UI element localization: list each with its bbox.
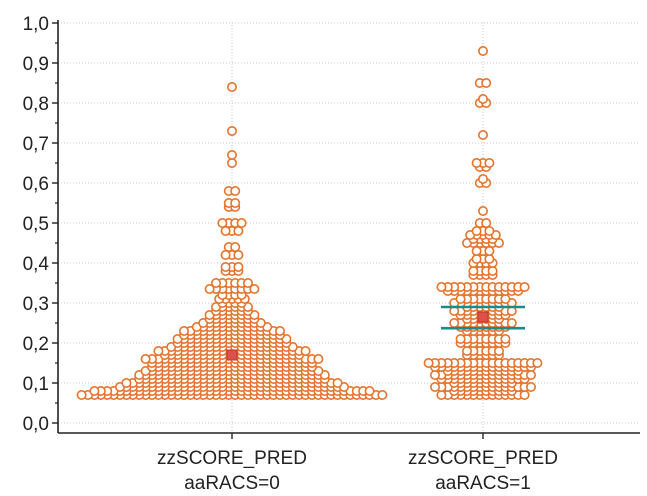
data-point bbox=[423, 357, 434, 368]
data-point bbox=[227, 150, 238, 161]
data-point bbox=[477, 130, 488, 141]
mean-markers bbox=[226, 305, 525, 361]
data-point bbox=[449, 317, 460, 328]
data-point bbox=[140, 353, 151, 364]
data-point bbox=[471, 254, 482, 265]
data-point bbox=[230, 242, 241, 253]
data-point bbox=[364, 385, 375, 396]
data-point bbox=[429, 369, 440, 380]
data-point bbox=[477, 45, 488, 56]
data-point bbox=[532, 357, 543, 368]
y-tick-label: 1,0 bbox=[23, 14, 49, 35]
data-point bbox=[227, 82, 238, 93]
data-point bbox=[481, 78, 492, 89]
data-point bbox=[506, 317, 517, 328]
y-tick-label: 0,9 bbox=[23, 54, 49, 75]
data-point bbox=[220, 226, 231, 237]
data-point bbox=[204, 283, 215, 294]
y-tick-label: 0,2 bbox=[23, 334, 49, 355]
data-point bbox=[487, 265, 498, 276]
category-sublabel: aaRACS=0 bbox=[184, 473, 280, 494]
data-point bbox=[236, 218, 247, 229]
y-tick-label: 0,3 bbox=[23, 294, 49, 315]
mean-marker bbox=[226, 349, 238, 361]
data-point bbox=[471, 246, 482, 257]
data-point bbox=[484, 254, 495, 265]
data-point bbox=[471, 158, 482, 169]
data-point bbox=[220, 261, 231, 272]
data-point bbox=[211, 277, 222, 288]
data-point bbox=[179, 325, 190, 336]
data-point bbox=[300, 345, 311, 356]
data-point bbox=[519, 389, 530, 400]
data-point bbox=[436, 389, 447, 400]
y-tick-label: 0,7 bbox=[23, 134, 49, 155]
data-point bbox=[153, 345, 164, 356]
y-tick-label: 0,4 bbox=[23, 254, 50, 275]
data-points bbox=[76, 45, 543, 400]
category-label: zzSCORE_PRED bbox=[408, 448, 558, 469]
data-point bbox=[121, 377, 132, 388]
data-point bbox=[436, 281, 447, 292]
mean-marker bbox=[477, 311, 489, 323]
data-point bbox=[461, 345, 472, 356]
data-point bbox=[455, 333, 466, 344]
data-point bbox=[89, 385, 100, 396]
data-point bbox=[519, 281, 530, 292]
y-tick-label: 0,0 bbox=[23, 414, 49, 435]
data-point bbox=[493, 345, 504, 356]
data-point bbox=[525, 381, 536, 392]
data-point bbox=[233, 226, 244, 237]
data-point bbox=[484, 246, 495, 257]
data-point bbox=[249, 283, 260, 294]
data-point bbox=[230, 198, 241, 209]
data-point bbox=[230, 186, 241, 197]
data-point bbox=[233, 261, 244, 272]
data-point bbox=[274, 325, 285, 336]
data-point bbox=[477, 174, 488, 185]
data-point bbox=[233, 250, 244, 261]
data-point bbox=[484, 226, 495, 237]
axes bbox=[52, 20, 640, 439]
axis-labels: 0,0 0,1 0,2 0,3 0,4 0,5 0,6 0,7 0,8 0,9 1,0 zzSCORE… bbox=[23, 14, 558, 494]
data-point bbox=[477, 94, 488, 105]
data-point bbox=[377, 389, 388, 400]
gridlines bbox=[58, 22, 640, 433]
data-point bbox=[332, 377, 343, 388]
data-point bbox=[481, 218, 492, 229]
category-sublabel: aaRACS=1 bbox=[435, 473, 531, 494]
data-point bbox=[227, 158, 238, 169]
data-point bbox=[227, 126, 238, 137]
data-point bbox=[217, 218, 228, 229]
data-point bbox=[484, 158, 495, 169]
y-tick-label: 0,8 bbox=[23, 94, 49, 115]
data-point bbox=[468, 265, 479, 276]
data-point bbox=[525, 369, 536, 380]
data-point bbox=[471, 226, 482, 237]
data-point bbox=[500, 333, 511, 344]
data-point bbox=[313, 353, 324, 364]
data-point bbox=[455, 293, 466, 304]
data-point bbox=[477, 206, 488, 217]
y-tick-label: 0,6 bbox=[23, 174, 49, 195]
y-tick-label: 0,1 bbox=[23, 374, 49, 395]
data-point bbox=[500, 293, 511, 304]
data-point bbox=[243, 277, 254, 288]
category-label: zzSCORE_PRED bbox=[157, 448, 307, 469]
data-point bbox=[220, 250, 231, 261]
data-point bbox=[429, 381, 440, 392]
data-point bbox=[76, 389, 87, 400]
y-tick-label: 0,5 bbox=[23, 214, 49, 235]
